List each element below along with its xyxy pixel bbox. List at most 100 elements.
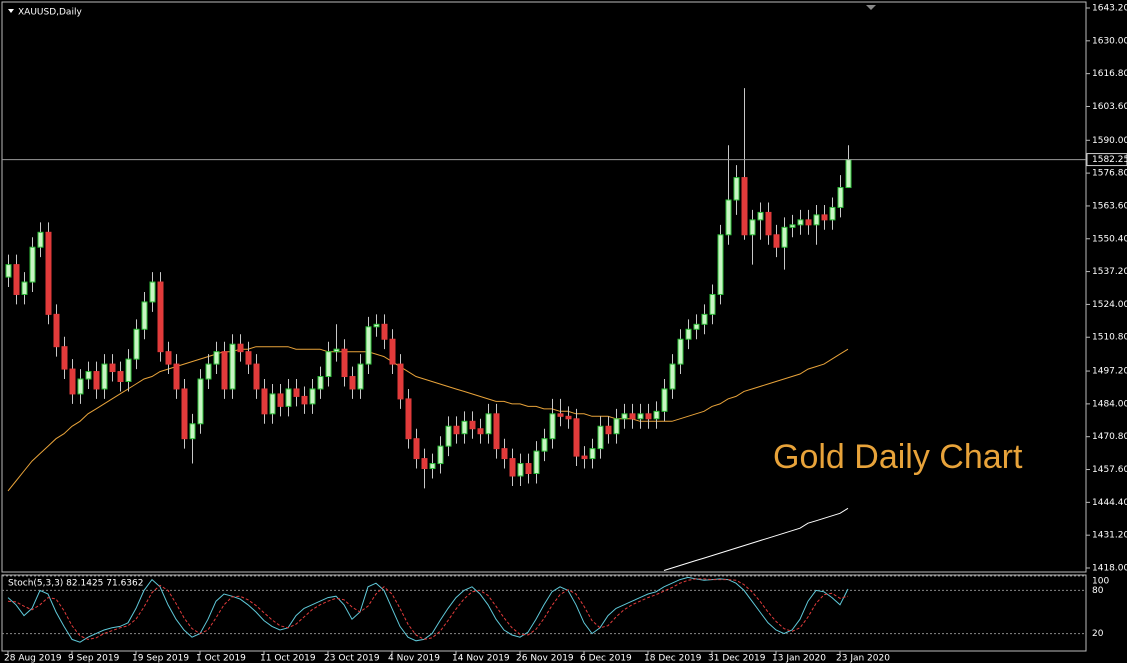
candle-body — [477, 428, 484, 435]
candle-body — [469, 420, 476, 430]
y-tick-label: 1616.80 — [1092, 69, 1127, 79]
x-tick-label: 14 Nov 2019 — [452, 654, 510, 663]
candle-body — [245, 351, 252, 365]
candle-body — [765, 211, 772, 236]
candle-body — [341, 348, 348, 378]
candle-body — [677, 338, 684, 365]
y-tick-label: 1537.20 — [1092, 267, 1127, 277]
candle-body — [821, 214, 828, 221]
x-tick-label: 23 Jan 2020 — [836, 654, 890, 663]
y-tick-label: 80 — [1092, 586, 1104, 596]
candle-body — [701, 313, 708, 325]
candle-body — [117, 371, 124, 382]
candle-body — [101, 363, 108, 390]
candle-body — [837, 187, 844, 208]
candle-body — [237, 343, 244, 353]
candle-body — [317, 376, 324, 390]
candle-body — [397, 363, 404, 400]
candle-body — [629, 413, 636, 420]
stoch-area — [2, 575, 1086, 643]
x-tick-label: 9 Sep 2019 — [68, 654, 120, 663]
y-tick-label: 1550.40 — [1092, 234, 1127, 244]
stoch-title: Stoch(5,3,3) 82.1425 71.6362 — [8, 579, 143, 589]
candle-body — [189, 423, 196, 440]
x-tick-label: 23 Oct 2019 — [324, 654, 380, 663]
candle-body — [685, 328, 692, 340]
menu-arrow — [8, 9, 14, 13]
candle-body — [805, 219, 812, 226]
y-tick-label: 1444.40 — [1092, 498, 1127, 508]
y-tick-label: 1643.20 — [1092, 4, 1127, 14]
candle-body — [421, 458, 428, 470]
y-tick-label: 1590.00 — [1092, 136, 1127, 146]
candle-body — [197, 378, 204, 425]
price-label-box — [1086, 153, 1127, 167]
x-tick-label: 31 Dec 2019 — [708, 654, 766, 663]
candle-body — [709, 293, 716, 315]
candle-body — [21, 281, 28, 295]
y-tick-label: 1630.00 — [1092, 36, 1127, 46]
candle-body — [253, 363, 260, 390]
candle-body — [141, 301, 148, 330]
candle-body — [573, 418, 580, 457]
candle-body — [533, 450, 540, 475]
candle-body — [733, 177, 740, 201]
candle-body — [173, 363, 180, 390]
candle-body — [557, 413, 564, 417]
candle-body — [405, 398, 412, 440]
candle-body — [653, 410, 660, 420]
candle-body — [485, 413, 492, 435]
y-tick-label: 1418.00 — [1092, 564, 1127, 574]
main-frame — [1, 1, 1087, 573]
x-tick-label: 26 Nov 2019 — [516, 654, 574, 663]
candle-body — [13, 264, 20, 295]
shift-marker — [866, 5, 876, 10]
candle-body — [149, 281, 156, 303]
candle-body — [261, 388, 268, 415]
candle-body — [461, 420, 468, 435]
candle-body — [85, 371, 92, 380]
candle-body — [269, 393, 276, 415]
candle-body — [749, 219, 756, 236]
candle-body — [133, 328, 140, 360]
candle-body — [829, 206, 836, 221]
candle-body — [69, 368, 76, 395]
candle-body — [181, 388, 188, 440]
candle-body — [333, 348, 340, 353]
candle-body — [581, 455, 588, 460]
price-label: 1582.25 — [1092, 155, 1127, 165]
candle-body — [693, 323, 700, 330]
candle-body — [205, 363, 212, 380]
candle-body — [565, 415, 572, 420]
candle-body — [165, 351, 172, 365]
candle-body — [381, 323, 388, 340]
candle-body — [549, 413, 556, 440]
candle-body — [493, 413, 500, 450]
candle-body — [741, 177, 748, 236]
y-tick-label: 1563.60 — [1092, 201, 1127, 211]
y-tick-label: 100 — [1092, 577, 1109, 587]
candle-body — [645, 413, 652, 420]
y-tick-label: 1457.60 — [1092, 465, 1127, 475]
candle-body — [797, 219, 804, 226]
candle-body — [597, 425, 604, 450]
x-tick-label: 11 Oct 2019 — [260, 654, 316, 663]
candle-body — [813, 214, 820, 226]
x-tick-label: 6 Dec 2019 — [580, 654, 632, 663]
candle-body — [445, 425, 452, 447]
candle-body — [717, 234, 724, 295]
candle-body — [125, 358, 132, 382]
y-tick-label: 1497.20 — [1092, 367, 1127, 377]
candle-body — [621, 413, 628, 420]
x-tick-label: 19 Sep 2019 — [132, 654, 189, 663]
y-tick-label: 1510.80 — [1092, 333, 1127, 343]
y-tick-label: 1484.00 — [1092, 399, 1127, 409]
candle-body — [157, 281, 164, 353]
candle-body — [509, 458, 516, 477]
candle-body — [453, 425, 460, 435]
x-tick-label: 18 Dec 2019 — [644, 654, 702, 663]
x-tick-label: 1 Oct 2019 — [196, 654, 246, 663]
y-tick-label: 1524.00 — [1092, 300, 1127, 310]
